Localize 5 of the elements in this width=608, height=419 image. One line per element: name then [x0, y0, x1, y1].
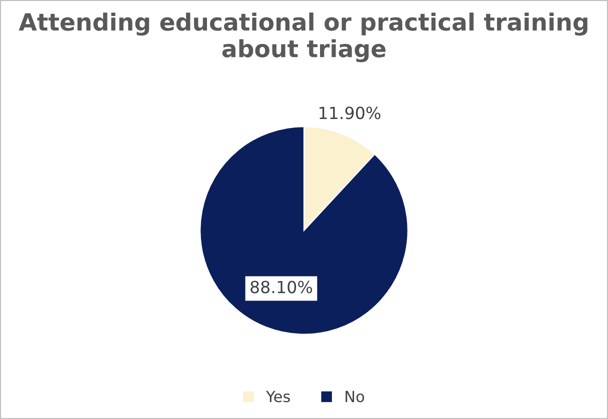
data-label: 88.10% — [250, 280, 312, 294]
data-label: 11.90% — [320, 106, 380, 120]
legend-label: No — [346, 390, 364, 402]
legend-label: Yes — [266, 390, 290, 402]
chart-title: Attending educational or practical training about triage — [18, 12, 588, 62]
